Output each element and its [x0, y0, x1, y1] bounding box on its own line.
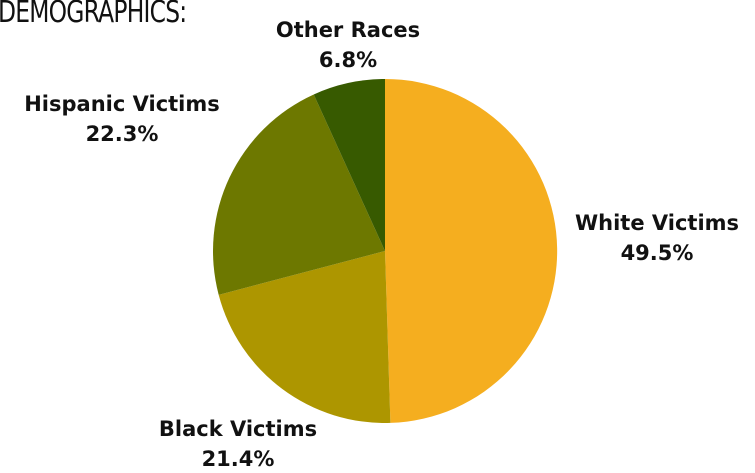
- slice-value-black: 21.4%: [201, 447, 275, 471]
- pie-slice-other: [313, 79, 385, 251]
- slice-value-white: 49.5%: [620, 241, 694, 265]
- pie-slice-hispanic: [213, 94, 385, 295]
- slice-name-black: Black Victims: [158, 417, 318, 441]
- slice-name-white: White Victims: [574, 211, 740, 235]
- pie-slice-white: [385, 78, 558, 423]
- slice-label-hispanic: Hispanic Victims 22.3%: [24, 89, 220, 149]
- slice-value-other: 6.8%: [318, 48, 378, 72]
- pie-slice-black: [218, 251, 391, 424]
- slice-value-hispanic: 22.3%: [85, 122, 159, 146]
- slice-name-other: Other Races: [275, 18, 421, 42]
- slice-label-white: White Victims 49.5%: [575, 208, 739, 268]
- slice-name-hispanic: Hispanic Victims: [24, 92, 220, 116]
- slice-label-black: Black Victims 21.4%: [159, 414, 317, 473]
- page-heading: DEMOGRAPHICS:: [0, 0, 187, 30]
- slice-label-other: Other Races 6.8%: [276, 15, 420, 75]
